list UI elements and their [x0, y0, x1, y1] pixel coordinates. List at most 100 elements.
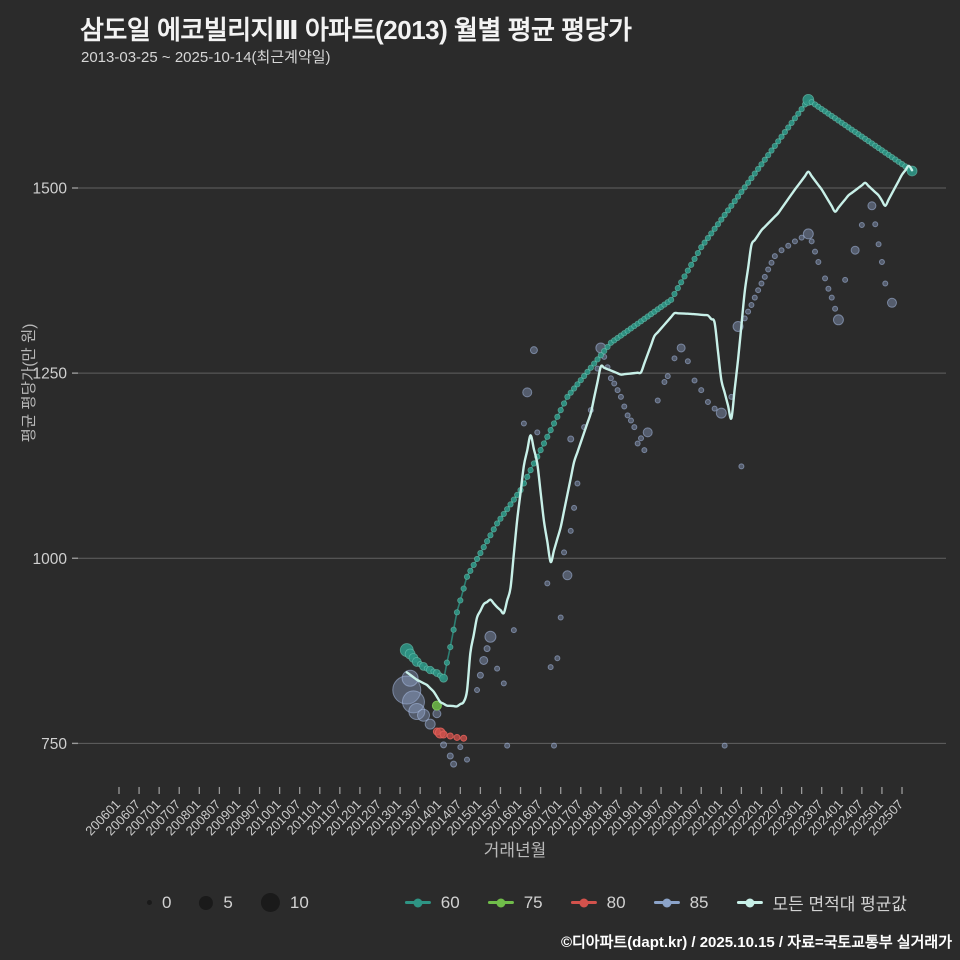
point-85 [504, 742, 511, 749]
legend-label: 85 [689, 892, 709, 912]
point-85 [882, 280, 889, 287]
point-85 [567, 527, 574, 534]
point-85 [761, 273, 768, 280]
dot-60 [798, 105, 805, 113]
series-marker-dot-icon [662, 898, 672, 907]
dot-60 [550, 420, 558, 427]
point-85 [828, 294, 835, 301]
y-tick-label: 1250 [33, 366, 68, 383]
point-85 [401, 669, 419, 687]
point-85 [850, 245, 860, 255]
dot-60 [443, 659, 451, 666]
dot-60 [604, 343, 611, 351]
dot-60 [681, 273, 688, 280]
dot-60 [734, 193, 742, 200]
point-85 [721, 742, 728, 749]
dot-60 [791, 115, 799, 122]
point-85 [624, 412, 631, 419]
point-85 [408, 703, 426, 721]
point-85 [440, 741, 448, 749]
point-85 [534, 429, 541, 436]
dot-60 [447, 644, 454, 651]
series-marker-dot-icon [744, 898, 754, 907]
dot-60 [577, 377, 584, 384]
dot-60 [587, 364, 594, 371]
dot-60 [724, 207, 732, 214]
size-legend-dot [260, 893, 280, 912]
point-85 [642, 427, 653, 438]
point-85 [765, 266, 772, 273]
dot-60 [758, 161, 765, 168]
dot-60 [510, 496, 517, 503]
point-85 [484, 630, 497, 643]
point-85 [671, 355, 678, 362]
point-85 [634, 440, 641, 447]
series-marker-dot-icon [496, 898, 506, 907]
point-85 [551, 742, 558, 749]
series-85 [392, 201, 897, 768]
point-85 [676, 343, 686, 353]
dot-60 [748, 175, 755, 182]
dot-60 [788, 119, 795, 127]
point-85 [842, 276, 849, 283]
dot-60 [708, 230, 715, 237]
legend-series-85[interactable]: 85 [653, 892, 709, 913]
legend-series-모든 면적대 평균값[interactable]: 모든 면적대 평균값 [736, 890, 907, 915]
point-85 [812, 248, 819, 255]
series-marker-icon [570, 898, 597, 907]
point-85 [450, 760, 458, 768]
size-legend-dot [146, 900, 152, 905]
legend-label: 모든 면적대 평균값 [772, 895, 908, 914]
dot-60 [768, 147, 775, 154]
point-85 [791, 238, 798, 245]
point-85 [768, 259, 775, 266]
legend-series-75[interactable]: 75 [487, 893, 543, 913]
dot-60 [761, 156, 768, 163]
point-85 [574, 480, 581, 487]
dot-60 [487, 532, 494, 539]
dot-60 [741, 184, 748, 191]
point-85 [494, 665, 501, 672]
legend-label: 0 [161, 892, 172, 912]
point-85 [748, 301, 755, 308]
dot-60 [564, 393, 571, 400]
point-85 [704, 399, 711, 406]
point-85 [392, 675, 422, 705]
point-85 [832, 314, 844, 326]
point-85 [661, 379, 668, 386]
legend-size-10[interactable]: 10 [260, 893, 309, 913]
point-85 [654, 397, 661, 404]
dot-60 [467, 567, 474, 574]
series-모든 면적대 평균값 [405, 164, 914, 708]
point-85 [755, 287, 762, 294]
dot-60 [691, 255, 698, 263]
point-85 [858, 222, 865, 229]
chart-title: 삼도일 에코빌리지Ⅲ 아파트(2013) 월별 평균 평당가 [80, 15, 632, 45]
dot-60 [557, 407, 564, 414]
dot-60 [494, 520, 501, 527]
dot-60 [704, 234, 712, 242]
point-85 [476, 671, 484, 679]
dot-60 [775, 138, 782, 145]
line-모든 면적대 평균값 [405, 164, 914, 708]
point-85 [808, 238, 815, 245]
point-85 [878, 259, 885, 266]
legend-size-0[interactable]: 0 [146, 892, 172, 913]
series-80 [432, 727, 468, 742]
legend-series-60[interactable]: 60 [404, 893, 460, 913]
dot-60 [684, 267, 691, 274]
dot-60 [597, 352, 604, 359]
legend-size-5[interactable]: 5 [199, 893, 233, 913]
point-85 [738, 463, 745, 470]
point-85 [832, 305, 839, 312]
size-legend-dot [199, 895, 214, 910]
dot-60 [540, 440, 548, 447]
legend-series-80[interactable]: 80 [570, 893, 626, 913]
point-85 [822, 275, 829, 282]
point-85 [554, 655, 561, 662]
dot-60 [714, 221, 722, 228]
dot-60 [453, 609, 461, 616]
dot-60 [688, 261, 695, 268]
